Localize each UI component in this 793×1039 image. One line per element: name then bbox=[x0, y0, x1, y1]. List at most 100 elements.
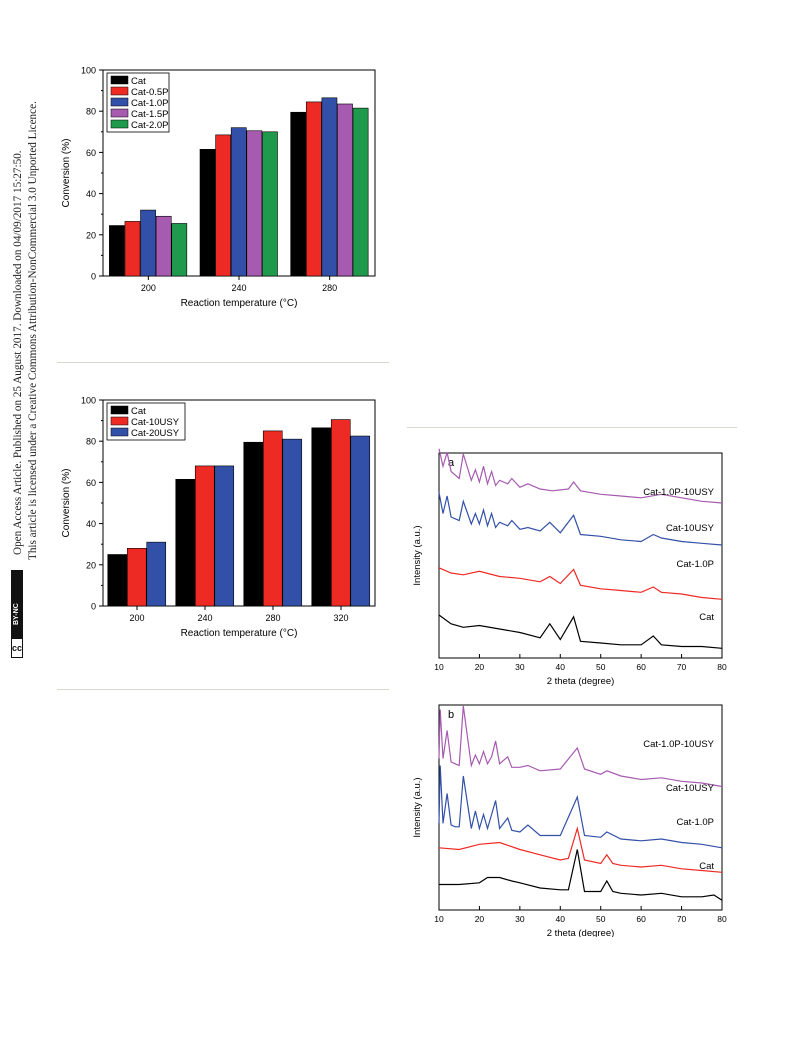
y-axis-label: Intensity (a.u.) bbox=[412, 777, 423, 837]
bar bbox=[215, 134, 232, 277]
legend-label: Cat-1.5P bbox=[131, 109, 169, 120]
bar bbox=[109, 225, 125, 277]
y-axis-label: Conversion (%) bbox=[61, 139, 72, 208]
xrd-chart-a: 10 20 30 40 50 60 70 80 2 theta (degree) Intensit… bbox=[412, 448, 727, 687]
bar bbox=[243, 441, 264, 607]
bar bbox=[246, 130, 263, 277]
legend-swatch bbox=[110, 427, 129, 437]
y-tick-label: 0 bbox=[91, 272, 96, 282]
legend-label: Cat-0.5P bbox=[131, 87, 169, 98]
legend-swatch bbox=[110, 86, 129, 96]
x-tick-label: 80 bbox=[717, 914, 727, 924]
x-tick-label: 240 bbox=[197, 613, 212, 623]
series-label: Cat bbox=[699, 612, 714, 623]
series-label: Cat-1.0P bbox=[677, 559, 715, 570]
legend-label: Cat-20USY bbox=[131, 428, 180, 439]
y-tick-label: 40 bbox=[86, 189, 96, 199]
y-tick-label: 60 bbox=[86, 148, 96, 158]
x-tick-label: 10 bbox=[434, 662, 444, 672]
badge-label: BY-NC bbox=[13, 603, 20, 625]
y-tick-label: 20 bbox=[86, 230, 96, 240]
x-tick-label: 200 bbox=[129, 613, 144, 623]
bar bbox=[155, 215, 172, 277]
cc-license-badge[interactable]: BY-NC cc bbox=[11, 570, 23, 658]
bar bbox=[350, 435, 371, 607]
bar bbox=[262, 430, 283, 607]
xrd-chart-b: 10 20 30 40 50 60 70 80 2 theta (degree) Intensit… bbox=[412, 704, 727, 937]
panel-label: b bbox=[448, 709, 454, 721]
sidebar-line-1: Open Access Article. Published on 25 Aug… bbox=[12, 150, 24, 555]
bar-chart-usy: 0 20 40 60 80 100 200 240 280 320 Reaction tempera… bbox=[61, 396, 376, 639]
bar bbox=[337, 103, 353, 277]
series-line bbox=[438, 705, 723, 788]
bar bbox=[107, 554, 128, 607]
y-axis-label: Conversion (%) bbox=[61, 469, 72, 538]
x-tick-label: 30 bbox=[515, 914, 525, 924]
x-tick-label: 20 bbox=[475, 914, 485, 924]
x-tick-label: 240 bbox=[231, 283, 246, 293]
series-label: Cat-1.0P bbox=[677, 817, 715, 828]
bar bbox=[321, 97, 338, 277]
legend-label: Cat-10USY bbox=[131, 417, 180, 428]
bar bbox=[230, 127, 247, 277]
bar bbox=[124, 221, 141, 277]
bar bbox=[140, 209, 156, 277]
y-axis-label: Intensity (a.u.) bbox=[412, 525, 423, 585]
series-line bbox=[438, 614, 723, 649]
series-line bbox=[438, 448, 723, 504]
series-line bbox=[438, 826, 723, 873]
legend-label: Cat bbox=[131, 76, 146, 87]
bar bbox=[290, 111, 307, 277]
divider-3 bbox=[407, 427, 737, 428]
bar bbox=[282, 438, 303, 607]
bar bbox=[330, 419, 351, 607]
bar bbox=[175, 479, 196, 607]
legend-swatch bbox=[110, 119, 129, 129]
x-tick-label: 60 bbox=[636, 662, 646, 672]
legend-swatch bbox=[110, 75, 129, 85]
bar bbox=[126, 548, 147, 607]
series-line bbox=[438, 765, 723, 849]
cc-icon: cc bbox=[12, 639, 22, 657]
x-tick-label: 200 bbox=[141, 283, 156, 293]
bar bbox=[146, 541, 167, 607]
legend-label: Cat bbox=[131, 406, 146, 417]
legend-label: Cat-1.0P bbox=[131, 98, 169, 109]
x-tick-label: 80 bbox=[717, 662, 727, 672]
y-tick-label: 100 bbox=[81, 66, 96, 76]
bar bbox=[199, 149, 216, 277]
x-tick-label: 60 bbox=[636, 914, 646, 924]
x-tick-label: 280 bbox=[322, 283, 337, 293]
series-line bbox=[439, 849, 723, 901]
y-tick-label: 40 bbox=[86, 519, 96, 529]
y-tick-label: 80 bbox=[86, 437, 96, 447]
y-tick-label: 80 bbox=[86, 107, 96, 117]
bar bbox=[194, 465, 215, 607]
panel-label: a bbox=[448, 457, 455, 469]
bar bbox=[305, 101, 322, 277]
plot-frame bbox=[438, 452, 723, 659]
bar-chart-phosphorus: 0 20 40 60 80 100 200 240 280 Reaction temperatur… bbox=[61, 66, 376, 309]
series-line bbox=[438, 567, 723, 600]
x-tick-label: 30 bbox=[515, 662, 525, 672]
plot-frame bbox=[438, 704, 723, 911]
x-tick-label: 70 bbox=[677, 914, 687, 924]
sidebar-line-2[interactable]: This article is licensed under a Creativ… bbox=[27, 101, 39, 560]
legend-label: Cat-2.0P bbox=[131, 120, 169, 131]
legend-swatch bbox=[110, 405, 129, 415]
x-tick-label: 10 bbox=[434, 914, 444, 924]
bar bbox=[352, 107, 369, 277]
x-axis-label: Reaction temperature (°C) bbox=[181, 628, 298, 639]
bar bbox=[171, 223, 188, 277]
legend-swatch bbox=[110, 108, 129, 118]
series-line bbox=[438, 492, 723, 546]
y-tick-label: 0 bbox=[91, 602, 96, 612]
x-tick-label: 50 bbox=[596, 662, 606, 672]
x-tick-label: 50 bbox=[596, 914, 606, 924]
divider-1 bbox=[57, 362, 389, 363]
legend-swatch bbox=[110, 416, 129, 426]
divider-2 bbox=[57, 689, 389, 690]
x-axis-label: 2 theta (degree) bbox=[547, 676, 615, 687]
x-tick-label: 70 bbox=[677, 662, 687, 672]
x-axis-label: 2 theta (degree) bbox=[547, 928, 615, 937]
